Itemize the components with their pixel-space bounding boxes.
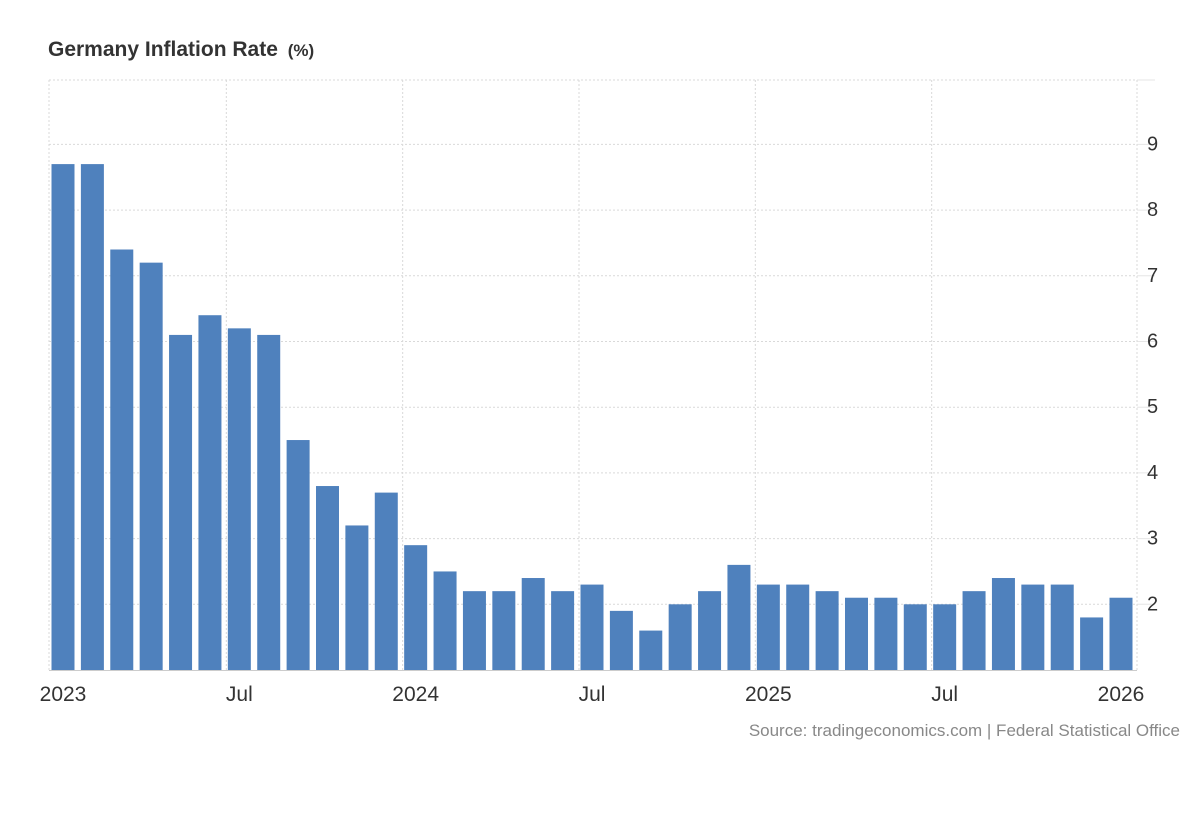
bar-2024-01	[404, 545, 428, 670]
y-tick-label: 5	[1147, 396, 1158, 418]
x-tick-label: 2025	[745, 683, 792, 706]
bar-2024-05	[521, 578, 545, 670]
bar-2024-08	[609, 610, 633, 670]
bar-2024-07	[580, 584, 604, 670]
y-tick-label: 7	[1147, 265, 1158, 287]
bar-2023-04	[139, 262, 163, 670]
x-tick-label: Jul	[226, 683, 253, 706]
y-tick-label: 3	[1147, 528, 1158, 550]
bar-2025-04	[845, 597, 868, 670]
bar-2025-03	[815, 591, 839, 670]
bar-2024-12	[727, 564, 751, 670]
bar-2024-10	[668, 604, 692, 670]
bar-2024-09	[639, 630, 663, 670]
bar-2025-01	[756, 584, 780, 670]
y-tick-label: 2	[1147, 593, 1158, 615]
y-tick-label: 8	[1147, 199, 1158, 221]
bar-2023-01	[51, 164, 75, 670]
bar-2023-03	[110, 249, 134, 671]
bar-2025-12	[1080, 617, 1104, 670]
chart-title-unit: (%)	[287, 41, 315, 60]
bar-2024-11	[698, 591, 722, 670]
bar-2025-09	[991, 578, 1015, 670]
bar-2024-03	[462, 591, 486, 670]
bar-2024-04	[492, 591, 516, 670]
x-tick-label: Jul	[931, 683, 958, 706]
bar-2023-12	[374, 492, 398, 670]
bar-2026-01	[1109, 597, 1133, 670]
x-tick-label: 2023	[40, 683, 87, 706]
bar-2023-10	[316, 486, 339, 670]
bar-2024-02	[433, 571, 457, 670]
bar-2023-06	[198, 315, 222, 670]
y-tick-label: 6	[1147, 330, 1158, 352]
bar-2025-06	[903, 604, 927, 670]
x-tick-label: Jul	[579, 683, 606, 706]
bar-2025-08	[962, 591, 986, 670]
x-tick-label: 2024	[392, 683, 439, 706]
bar-2025-11	[1050, 584, 1074, 670]
bar-2025-07	[933, 604, 957, 670]
bar-2023-07	[227, 328, 251, 670]
bar-2024-06	[551, 591, 575, 670]
source-note: Source: tradingeconomics.com | Federal S…	[748, 721, 1180, 740]
bar-2023-02	[80, 164, 104, 670]
bar-2023-08	[257, 334, 281, 670]
y-tick-label: 9	[1147, 133, 1158, 155]
bar-2023-05	[169, 334, 193, 670]
bar-2023-11	[345, 525, 369, 670]
bar-2025-10	[1021, 584, 1045, 670]
bar-2025-02	[786, 584, 810, 670]
y-tick-label: 4	[1147, 462, 1158, 484]
x-tick-label: 2026	[1098, 683, 1145, 706]
chart-title: Germany Inflation Rate (%)	[48, 38, 314, 62]
chart-title-text: Germany Inflation Rate	[48, 38, 278, 61]
bar-2025-05	[874, 597, 898, 670]
bar-2023-09	[286, 440, 310, 670]
